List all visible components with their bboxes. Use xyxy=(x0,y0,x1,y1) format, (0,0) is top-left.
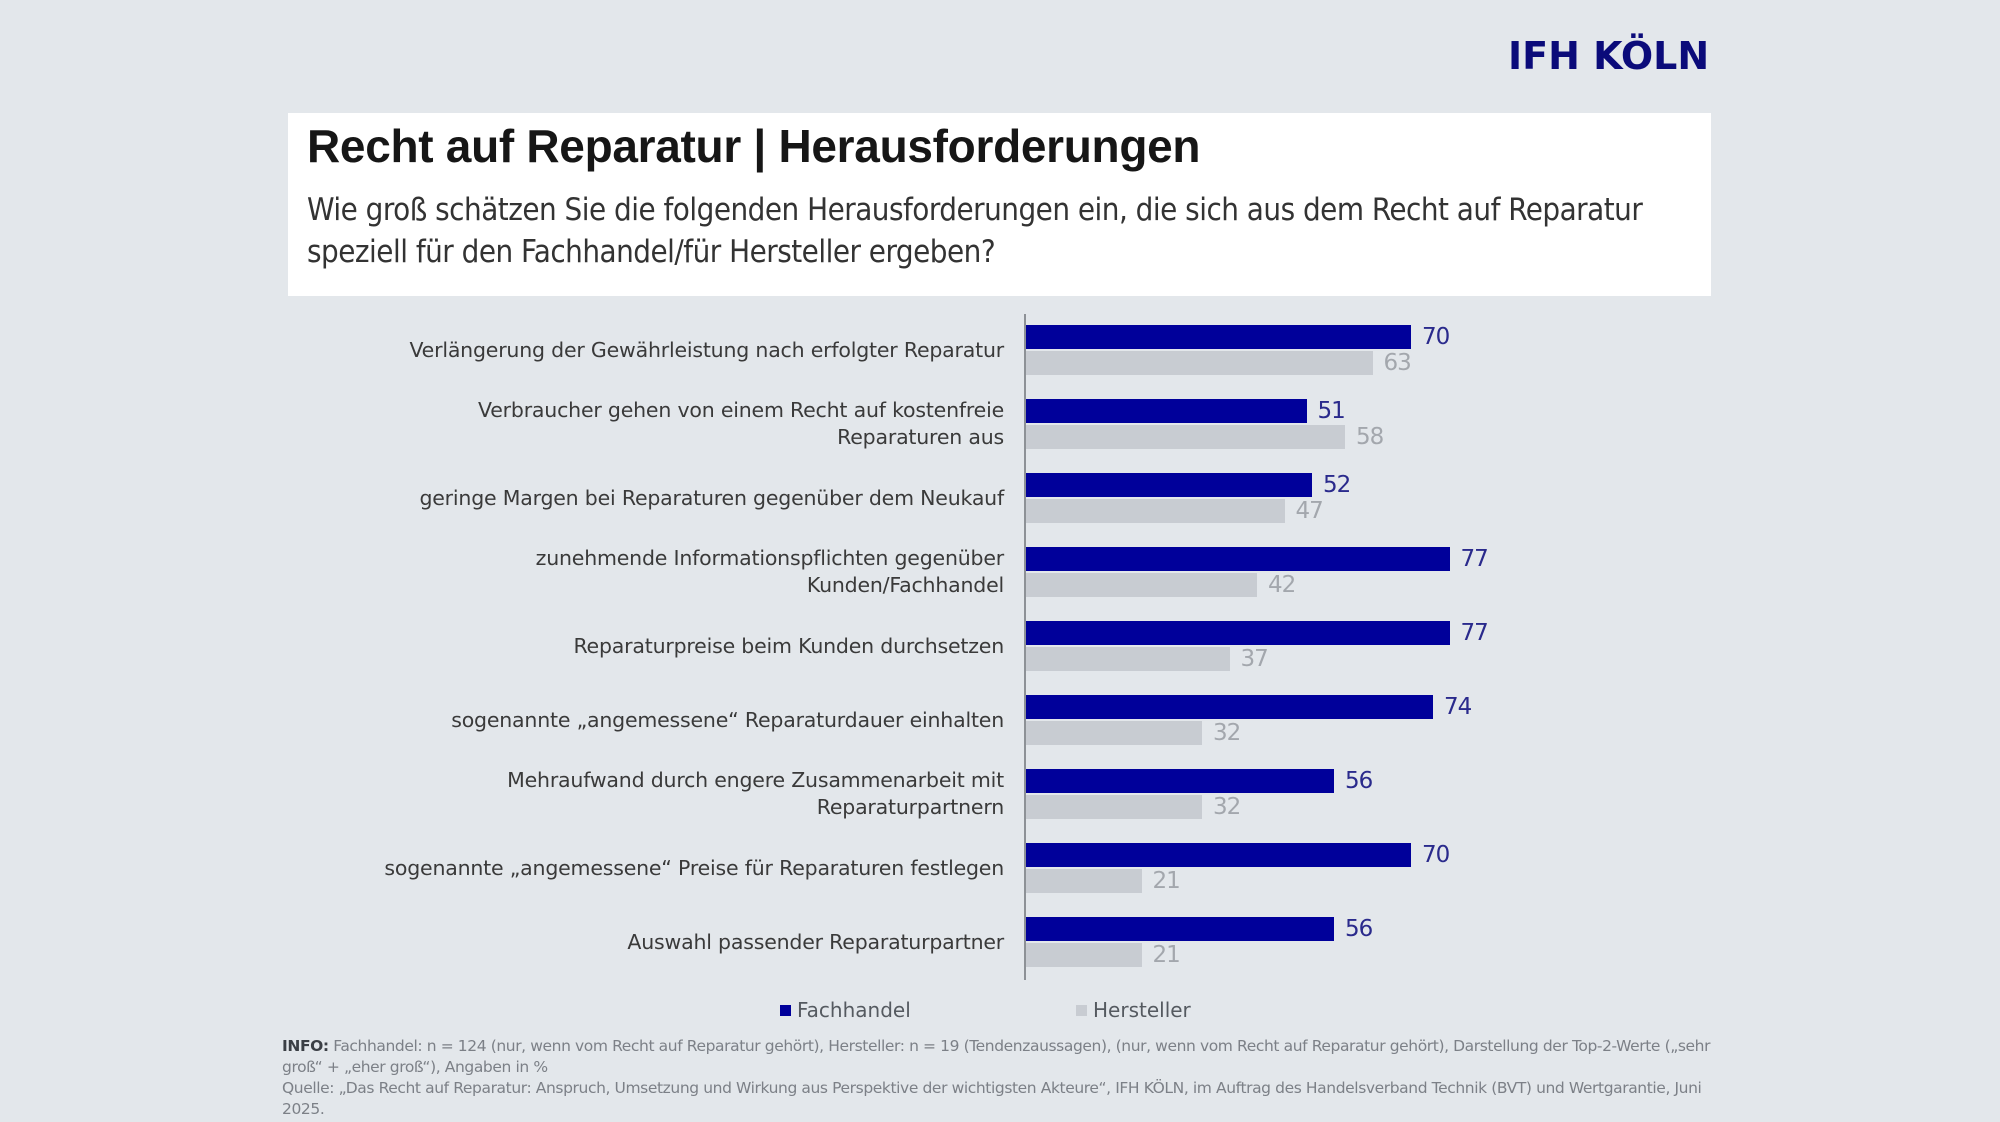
category-label-line: sogenannte „angemessene“ Reparaturdauer … xyxy=(451,707,1004,732)
value-label-fachhandel: 56 xyxy=(1345,768,1373,794)
legend-swatch-fachhandel xyxy=(780,1004,791,1016)
category-label-line: geringe Margen bei Reparaturen gegenüber… xyxy=(419,485,1004,510)
bar-fachhandel xyxy=(1026,473,1312,497)
bar-fachhandel xyxy=(1026,547,1450,571)
category-label: Reparaturpreise beim Kunden durchsetzen xyxy=(324,633,1004,660)
category-label-line: Auswahl passender Reparaturpartner xyxy=(627,929,1004,954)
bar-hersteller xyxy=(1026,795,1202,819)
category-label-line: Reparaturen aus xyxy=(837,425,1004,449)
legend-item-fachhandel: Fachhandel xyxy=(780,998,911,1022)
footnote-info-label: INFO: xyxy=(282,1037,329,1055)
category-label-line: Reparaturpartnern xyxy=(816,795,1004,819)
value-label-hersteller: 47 xyxy=(1295,498,1324,524)
value-label-fachhandel: 77 xyxy=(1460,546,1489,572)
bar-hersteller xyxy=(1026,721,1202,745)
value-label-fachhandel: 74 xyxy=(1444,694,1472,720)
legend-label-fachhandel: Fachhandel xyxy=(797,998,911,1022)
page-title: Recht auf Reparatur | Herausforderungen xyxy=(307,120,1201,172)
value-label-fachhandel: 70 xyxy=(1422,842,1450,868)
value-label-hersteller: 32 xyxy=(1213,720,1241,746)
chart-y-axis-line xyxy=(1024,314,1026,980)
value-label-hersteller: 63 xyxy=(1383,350,1412,376)
category-label-line: Kunden/Fachhandel xyxy=(806,573,1004,597)
legend-item-hersteller: Hersteller xyxy=(1076,998,1191,1022)
category-label-line: zunehmende Informationspflichten gegenüb… xyxy=(535,546,1005,570)
page-subtitle: Wie groß schätzen Sie die folgenden Hera… xyxy=(307,192,1643,270)
category-label-line: Verbraucher gehen von einem Recht auf ko… xyxy=(478,398,1004,422)
bar-hersteller xyxy=(1026,647,1230,671)
footnote: INFO: Fachhandel: n = 124 (nur, wenn vom… xyxy=(282,1036,1732,1120)
bar-fachhandel xyxy=(1026,399,1307,423)
category-label: Verlängerung der Gewährleistung nach erf… xyxy=(324,337,1004,364)
value-label-hersteller: 42 xyxy=(1268,572,1296,598)
value-label-hersteller: 37 xyxy=(1240,646,1269,672)
value-label-fachhandel: 52 xyxy=(1323,472,1351,498)
bar-hersteller xyxy=(1026,943,1142,967)
bar-hersteller xyxy=(1026,351,1373,375)
ifh-koeln-logo: IFH KÖLN xyxy=(1508,34,1710,78)
bar-fachhandel xyxy=(1026,325,1411,349)
bar-hersteller xyxy=(1026,869,1142,893)
value-label-hersteller: 32 xyxy=(1213,794,1241,820)
category-label: sogenannte „angemessene“ Preise für Repa… xyxy=(324,855,1004,882)
footnote-info-text: Fachhandel: n = 124 (nur, wenn vom Recht… xyxy=(282,1037,1711,1076)
bar-fachhandel xyxy=(1026,843,1411,867)
title-box: Recht auf Reparatur | Herausforderungen … xyxy=(288,113,1711,296)
value-label-hersteller: 21 xyxy=(1152,868,1181,894)
bar-fachhandel xyxy=(1026,621,1450,645)
value-label-fachhandel: 51 xyxy=(1317,398,1346,424)
bar-fachhandel xyxy=(1026,917,1334,941)
category-label: sogenannte „angemessene“ Reparaturdauer … xyxy=(324,707,1004,734)
value-label-fachhandel: 70 xyxy=(1422,324,1450,350)
bar-hersteller xyxy=(1026,573,1257,597)
category-label-line: Reparaturpreise beim Kunden durchsetzen xyxy=(573,633,1004,658)
bar-hersteller xyxy=(1026,499,1285,523)
value-label-fachhandel: 56 xyxy=(1345,916,1373,942)
bar-hersteller xyxy=(1026,425,1345,449)
footnote-info: INFO: Fachhandel: n = 124 (nur, wenn vom… xyxy=(282,1036,1732,1078)
value-label-hersteller: 58 xyxy=(1356,424,1384,450)
category-label: Auswahl passender Reparaturpartner xyxy=(324,929,1004,956)
category-label: zunehmende Informationspflichten gegenüb… xyxy=(324,545,1005,599)
bar-fachhandel xyxy=(1026,769,1334,793)
legend-label-hersteller: Hersteller xyxy=(1093,998,1191,1022)
category-label: Mehraufwand durch engere Zusammenarbeit … xyxy=(324,767,1004,821)
category-label: Verbraucher gehen von einem Recht auf ko… xyxy=(324,397,1004,451)
footnote-source: Quelle: „Das Recht auf Reparatur: Anspru… xyxy=(282,1079,1702,1118)
category-label: geringe Margen bei Reparaturen gegenüber… xyxy=(324,485,1004,512)
legend-swatch-hersteller xyxy=(1076,1004,1087,1016)
category-label-line: sogenannte „angemessene“ Preise für Repa… xyxy=(384,855,1004,880)
value-label-hersteller: 21 xyxy=(1152,942,1181,968)
category-label-line: Mehraufwand durch engere Zusammenarbeit … xyxy=(507,768,1004,792)
category-label-line: Verlängerung der Gewährleistung nach erf… xyxy=(409,337,1004,362)
bar-fachhandel xyxy=(1026,695,1433,719)
value-label-fachhandel: 77 xyxy=(1460,620,1489,646)
